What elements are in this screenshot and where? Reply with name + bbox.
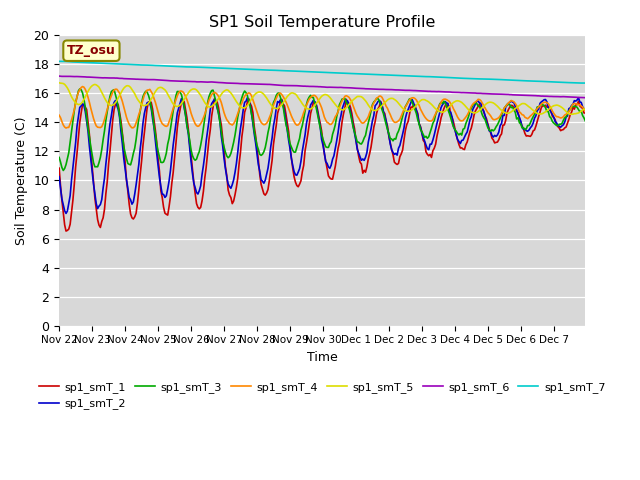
- sp1_smT_3: [76, 86, 84, 92]
- sp1_smT_4: [74, 90, 82, 96]
- X-axis label: Time: Time: [307, 351, 338, 364]
- sp1_smT_7: [74, 59, 82, 65]
- sp1_smT_7: [510, 77, 518, 83]
- Line: sp1_smT_7: sp1_smT_7: [59, 61, 586, 83]
- sp1_smT_2: [55, 174, 63, 180]
- Line: sp1_smT_2: sp1_smT_2: [59, 98, 586, 214]
- sp1_smT_6: [577, 95, 585, 100]
- sp1_smT_1: [511, 105, 519, 110]
- sp1_smT_4: [79, 84, 86, 89]
- Line: sp1_smT_1: sp1_smT_1: [59, 99, 586, 231]
- Legend: sp1_smT_1, sp1_smT_2, sp1_smT_3, sp1_smT_4, sp1_smT_5, sp1_smT_6, sp1_smT_7: sp1_smT_1, sp1_smT_2, sp1_smT_3, sp1_smT…: [35, 378, 610, 414]
- sp1_smT_5: [509, 108, 516, 114]
- sp1_smT_7: [57, 59, 65, 64]
- sp1_smT_4: [580, 107, 588, 112]
- sp1_smT_1: [62, 228, 70, 234]
- sp1_smT_3: [60, 168, 67, 173]
- sp1_smT_2: [91, 191, 99, 197]
- sp1_smT_4: [511, 101, 519, 107]
- sp1_smT_6: [509, 92, 516, 98]
- sp1_smT_1: [55, 165, 63, 171]
- sp1_smT_3: [74, 88, 82, 94]
- sp1_smT_3: [92, 164, 100, 169]
- Line: sp1_smT_3: sp1_smT_3: [59, 89, 586, 170]
- sp1_smT_4: [329, 120, 337, 126]
- sp1_smT_1: [245, 96, 253, 102]
- sp1_smT_5: [326, 95, 333, 100]
- sp1_smT_5: [55, 80, 63, 85]
- sp1_smT_4: [92, 123, 100, 129]
- sp1_smT_7: [579, 80, 586, 86]
- sp1_smT_1: [74, 135, 82, 141]
- Text: TZ_osu: TZ_osu: [67, 44, 116, 57]
- sp1_smT_3: [55, 155, 63, 160]
- sp1_smT_7: [432, 74, 440, 80]
- sp1_smT_3: [511, 109, 519, 115]
- sp1_smT_7: [582, 80, 589, 86]
- sp1_smT_7: [327, 70, 335, 75]
- sp1_smT_2: [74, 114, 82, 120]
- sp1_smT_1: [91, 195, 99, 201]
- sp1_smT_4: [55, 112, 63, 118]
- sp1_smT_3: [329, 132, 337, 137]
- sp1_smT_5: [73, 101, 81, 107]
- sp1_smT_6: [55, 73, 63, 79]
- Line: sp1_smT_4: sp1_smT_4: [59, 86, 586, 128]
- sp1_smT_2: [582, 107, 589, 112]
- sp1_smT_3: [433, 108, 441, 114]
- Line: sp1_smT_6: sp1_smT_6: [59, 76, 586, 97]
- Line: sp1_smT_5: sp1_smT_5: [59, 83, 586, 114]
- sp1_smT_4: [582, 108, 589, 114]
- sp1_smT_1: [433, 133, 441, 139]
- sp1_smT_7: [55, 59, 63, 64]
- sp1_smT_2: [62, 211, 70, 216]
- sp1_smT_2: [432, 126, 440, 132]
- sp1_smT_2: [580, 106, 588, 111]
- sp1_smT_6: [90, 74, 97, 80]
- sp1_smT_3: [582, 118, 589, 124]
- sp1_smT_2: [510, 100, 518, 106]
- sp1_smT_6: [582, 95, 589, 100]
- sp1_smT_5: [430, 105, 438, 110]
- sp1_smT_7: [91, 60, 99, 66]
- sp1_smT_6: [73, 73, 81, 79]
- sp1_smT_2: [327, 162, 335, 168]
- sp1_smT_5: [566, 111, 574, 117]
- sp1_smT_3: [580, 115, 588, 121]
- sp1_smT_2: [575, 95, 582, 101]
- sp1_smT_1: [329, 176, 337, 182]
- sp1_smT_6: [430, 89, 438, 95]
- Title: SP1 Soil Temperature Profile: SP1 Soil Temperature Profile: [209, 15, 435, 30]
- sp1_smT_5: [582, 106, 589, 112]
- sp1_smT_6: [326, 84, 333, 90]
- sp1_smT_4: [62, 125, 70, 131]
- Y-axis label: Soil Temperature (C): Soil Temperature (C): [15, 116, 28, 245]
- sp1_smT_5: [579, 107, 586, 113]
- sp1_smT_1: [580, 110, 588, 116]
- sp1_smT_1: [582, 110, 589, 116]
- sp1_smT_4: [433, 108, 441, 113]
- sp1_smT_5: [90, 82, 97, 88]
